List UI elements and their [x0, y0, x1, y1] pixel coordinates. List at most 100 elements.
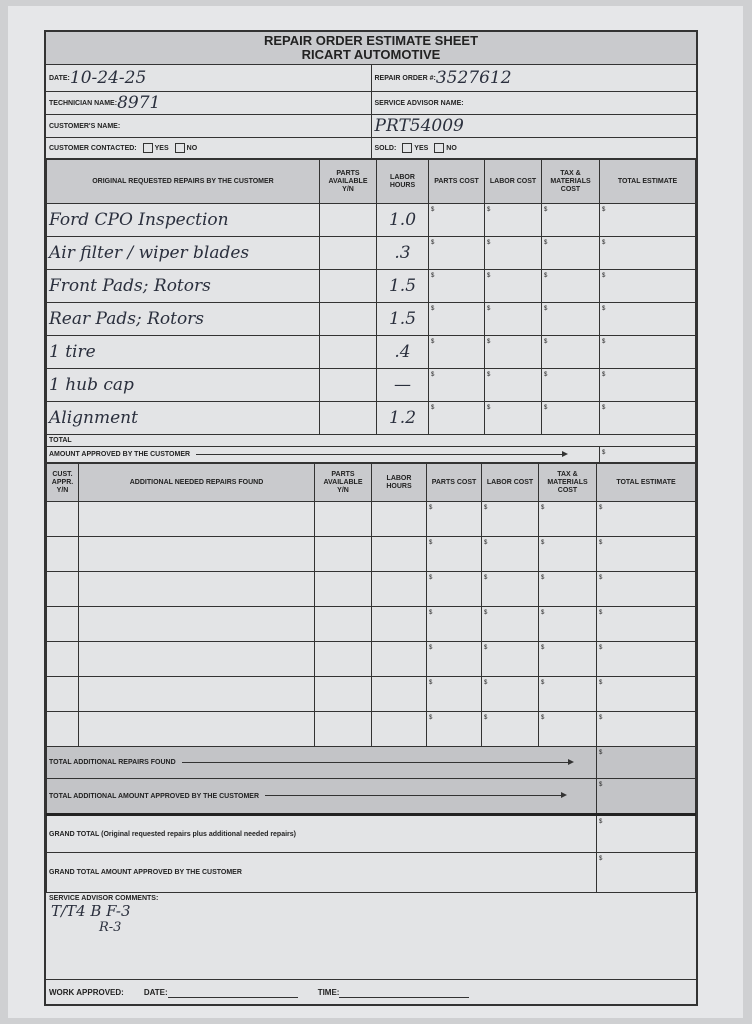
parts-cost-cell[interactable]: $ — [428, 302, 485, 336]
tax-cost-cell[interactable]: $ — [538, 501, 597, 537]
labor-cost-cell[interactable]: $ — [481, 606, 539, 642]
contacted-yes-checkbox[interactable] — [142, 143, 153, 153]
labor-cost-cell[interactable]: $ — [481, 676, 539, 712]
repair-description[interactable]: Alignment — [46, 401, 320, 435]
total-estimate-cell[interactable]: $ — [599, 335, 696, 369]
comments-section[interactable]: SERVICE ADVISOR COMMENTS: T/T4 B F-3 R-3 — [46, 893, 696, 980]
parts-available-cell[interactable] — [314, 606, 372, 642]
parts-cost-cell[interactable]: $ — [426, 501, 482, 537]
total-estimate-cell[interactable]: $ — [596, 641, 696, 677]
description-cell[interactable] — [78, 641, 315, 677]
total-estimate-cell[interactable]: $ — [599, 368, 696, 402]
contacted-no-checkbox[interactable] — [174, 143, 185, 153]
description-cell[interactable] — [78, 536, 315, 572]
technician-value[interactable]: 8971 — [117, 93, 161, 113]
labor-cost-cell[interactable]: $ — [484, 335, 542, 369]
grand-total-value[interactable]: $ — [596, 814, 696, 853]
total-estimate-cell[interactable]: $ — [599, 401, 696, 435]
labor-hours-cell[interactable] — [371, 606, 427, 642]
parts-available-cell[interactable] — [314, 711, 372, 747]
description-cell[interactable] — [78, 501, 315, 537]
labor-cost-cell[interactable]: $ — [484, 203, 542, 237]
parts-cost-cell[interactable]: $ — [428, 335, 485, 369]
parts-available-cell[interactable] — [319, 269, 377, 303]
total-estimate-cell[interactable]: $ — [596, 606, 696, 642]
parts-cost-cell[interactable]: $ — [428, 368, 485, 402]
labor-cost-cell[interactable]: $ — [484, 236, 542, 270]
labor-hours-cell[interactable] — [371, 676, 427, 712]
labor-cost-cell[interactable]: $ — [484, 269, 542, 303]
customer-code-value[interactable]: PRT54009 — [374, 116, 464, 136]
repair-description[interactable]: 1 tire — [46, 335, 320, 369]
labor-hours-cell[interactable] — [371, 536, 427, 572]
labor-hours-cell[interactable]: 1.5 — [376, 302, 429, 336]
labor-cost-cell[interactable]: $ — [484, 302, 542, 336]
tax-cost-cell[interactable]: $ — [541, 302, 600, 336]
approved-cell[interactable] — [46, 676, 79, 712]
approved-cell[interactable] — [46, 501, 79, 537]
parts-cost-cell[interactable]: $ — [428, 203, 485, 237]
tax-cost-cell[interactable]: $ — [541, 203, 600, 237]
labor-hours-cell[interactable]: .4 — [376, 335, 429, 369]
parts-cost-cell[interactable]: $ — [426, 536, 482, 572]
description-cell[interactable] — [78, 606, 315, 642]
parts-cost-cell[interactable]: $ — [426, 606, 482, 642]
tax-cost-cell[interactable]: $ — [541, 368, 600, 402]
sold-yes-checkbox[interactable] — [402, 143, 413, 153]
parts-available-cell[interactable] — [314, 641, 372, 677]
labor-hours-cell[interactable] — [371, 711, 427, 747]
labor-cost-cell[interactable]: $ — [481, 536, 539, 572]
repair-description[interactable]: 1 hub cap — [46, 368, 320, 402]
tax-cost-cell[interactable]: $ — [538, 641, 597, 677]
repair-description[interactable]: Front Pads; Rotors — [46, 269, 320, 303]
labor-cost-cell[interactable]: $ — [484, 368, 542, 402]
parts-available-cell[interactable] — [319, 302, 377, 336]
parts-available-cell[interactable] — [314, 501, 372, 537]
total-estimate-cell[interactable]: $ — [599, 203, 696, 237]
parts-cost-cell[interactable]: $ — [428, 236, 485, 270]
tax-cost-cell[interactable]: $ — [538, 676, 597, 712]
labor-hours-cell[interactable] — [371, 571, 427, 607]
total-estimate-cell[interactable]: $ — [596, 711, 696, 747]
repair-description[interactable]: Rear Pads; Rotors — [46, 302, 320, 336]
total-additional-value[interactable]: $ — [596, 746, 696, 779]
tax-cost-cell[interactable]: $ — [541, 269, 600, 303]
parts-available-cell[interactable] — [314, 571, 372, 607]
labor-cost-cell[interactable]: $ — [481, 571, 539, 607]
sold-no-checkbox[interactable] — [434, 143, 445, 153]
parts-available-cell[interactable] — [319, 401, 377, 435]
description-cell[interactable] — [78, 571, 315, 607]
labor-hours-cell[interactable]: 1.0 — [376, 203, 429, 237]
labor-hours-cell[interactable] — [371, 641, 427, 677]
approved-cell[interactable] — [46, 536, 79, 572]
parts-cost-cell[interactable]: $ — [426, 641, 482, 677]
date-value[interactable]: 10-24-25 — [69, 68, 147, 88]
tax-cost-cell[interactable]: $ — [538, 536, 597, 572]
parts-cost-cell[interactable]: $ — [428, 269, 485, 303]
approved-cell[interactable] — [46, 711, 79, 747]
parts-available-cell[interactable] — [319, 236, 377, 270]
total-estimate-cell[interactable]: $ — [599, 236, 696, 270]
labor-cost-cell[interactable]: $ — [481, 711, 539, 747]
tax-cost-cell[interactable]: $ — [541, 401, 600, 435]
additional-approved-value[interactable]: $ — [596, 778, 696, 815]
labor-hours-cell[interactable]: 1.2 — [376, 401, 429, 435]
labor-hours-cell[interactable]: .3 — [376, 236, 429, 270]
total-estimate-cell[interactable]: $ — [596, 501, 696, 537]
total-estimate-cell[interactable]: $ — [599, 269, 696, 303]
labor-hours-cell[interactable]: — — [376, 368, 429, 402]
time-field[interactable] — [339, 987, 470, 998]
parts-cost-cell[interactable]: $ — [428, 401, 485, 435]
amount-approved-value[interactable]: $ — [599, 446, 696, 463]
parts-available-cell[interactable] — [314, 536, 372, 572]
repair-description[interactable]: Ford CPO Inspection — [46, 203, 320, 237]
labor-hours-cell[interactable] — [371, 501, 427, 537]
approved-cell[interactable] — [46, 571, 79, 607]
approved-cell[interactable] — [46, 641, 79, 677]
parts-available-cell[interactable] — [319, 203, 377, 237]
grand-approved-value[interactable]: $ — [596, 852, 696, 893]
tax-cost-cell[interactable]: $ — [538, 571, 597, 607]
parts-cost-cell[interactable]: $ — [426, 676, 482, 712]
repair-description[interactable]: Air filter / wiper blades — [46, 236, 320, 270]
labor-cost-cell[interactable]: $ — [484, 401, 542, 435]
